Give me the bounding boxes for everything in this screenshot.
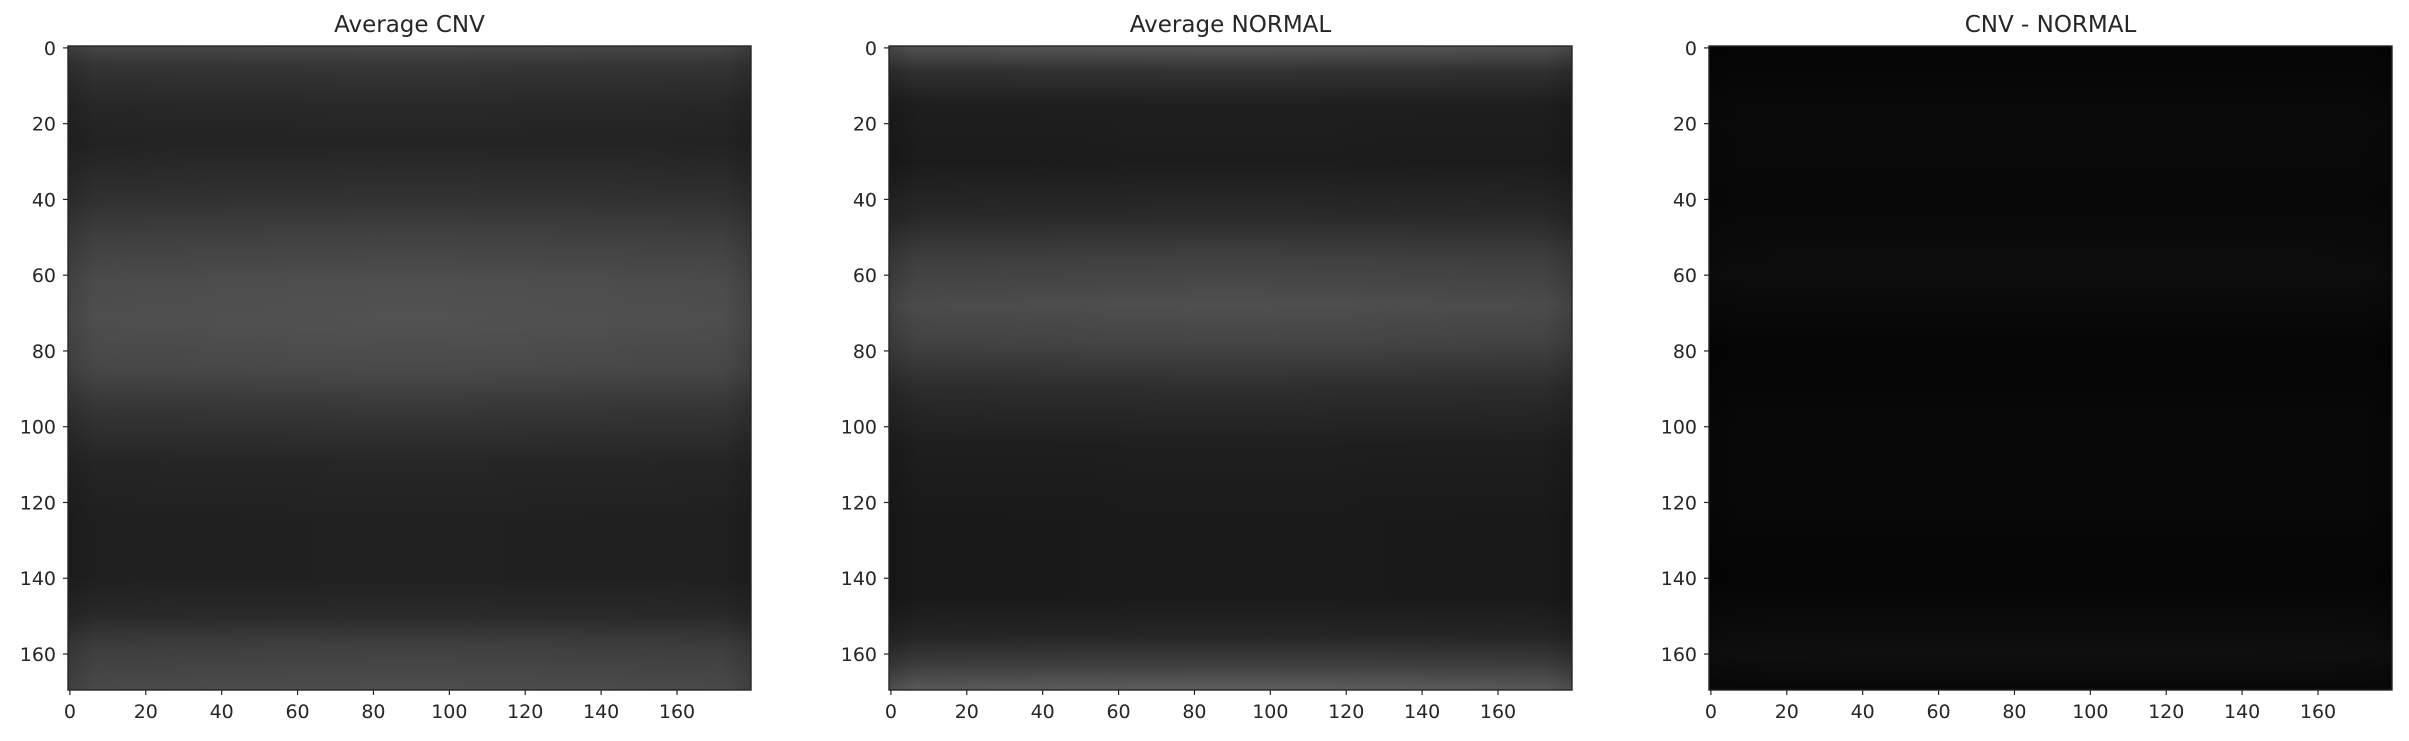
x-tick-label: 20 xyxy=(955,701,979,723)
axes-frame xyxy=(888,45,1573,691)
y-tick-label: 80 xyxy=(1673,341,1697,363)
y-tick-label: 40 xyxy=(32,189,56,211)
heatmap-vignette xyxy=(1709,46,2392,690)
x-tick-label: 80 xyxy=(2002,701,2026,723)
chart-panel-1: Average CNV 0 20 40 60 80 100 120 140 160 0 20 40 60 8… xyxy=(20,12,752,723)
x-tick-label: 80 xyxy=(1182,701,1206,723)
x-tick-label: 160 xyxy=(2300,701,2336,723)
x-tick-label: 60 xyxy=(1106,701,1130,723)
y-tick-label: 20 xyxy=(853,114,877,136)
x-tick-label: 160 xyxy=(659,701,695,723)
y-tick-label: 80 xyxy=(32,341,56,363)
y-tick-label: 120 xyxy=(20,492,56,514)
y-tick-label: 20 xyxy=(32,114,56,136)
y-tick-label: 60 xyxy=(853,265,877,287)
x-tick-label: 20 xyxy=(134,701,158,723)
x-tick-label: 20 xyxy=(1775,701,1799,723)
y-tick-label: 40 xyxy=(1673,189,1697,211)
x-tick-label: 40 xyxy=(1031,701,1055,723)
x-tick-label: 140 xyxy=(2224,701,2260,723)
y-tick-label: 20 xyxy=(1673,114,1697,136)
axes-frame xyxy=(67,45,752,691)
y-tick-label: 100 xyxy=(20,417,56,439)
x-tick-label: 120 xyxy=(1328,701,1364,723)
y-tick-label: 80 xyxy=(853,341,877,363)
y-tick-label: 120 xyxy=(1661,492,1697,514)
x-tick-label: 100 xyxy=(2072,701,2108,723)
x-tick-label: 60 xyxy=(285,701,309,723)
y-tick-label: 0 xyxy=(865,38,877,60)
x-tick-label: 140 xyxy=(1404,701,1440,723)
y-tick-label: 0 xyxy=(1685,38,1697,60)
chart-title: CNV - NORMAL xyxy=(1965,12,2137,38)
y-tick-label: 160 xyxy=(20,644,56,666)
axes-frame xyxy=(1708,45,2393,691)
x-tick-label: 100 xyxy=(431,701,467,723)
x-tick-label: 120 xyxy=(507,701,543,723)
x-tick-label: 0 xyxy=(1705,701,1717,723)
x-tick-label: 160 xyxy=(1480,701,1516,723)
heatmap-vignette xyxy=(68,46,751,690)
x-tick-label: 140 xyxy=(583,701,619,723)
chart-title: Average NORMAL xyxy=(1130,12,1332,38)
y-tick-label: 0 xyxy=(44,38,56,60)
y-tick-label: 160 xyxy=(841,644,877,666)
y-tick-label: 60 xyxy=(1673,265,1697,287)
x-tick-label: 0 xyxy=(885,701,897,723)
x-tick-label: 100 xyxy=(1252,701,1288,723)
chart-title: Average CNV xyxy=(334,12,485,38)
chart-panel-2: Average NORMAL 0 20 40 60 80 100 120 140 160 0 20 40… xyxy=(841,12,1573,723)
x-tick-label: 60 xyxy=(1926,701,1950,723)
x-tick-label: 80 xyxy=(361,701,385,723)
x-tick-label: 120 xyxy=(2148,701,2184,723)
y-tick-label: 140 xyxy=(20,568,56,590)
y-tick-label: 100 xyxy=(841,417,877,439)
y-tick-label: 120 xyxy=(841,492,877,514)
y-tick-label: 40 xyxy=(853,189,877,211)
x-tick-label: 40 xyxy=(210,701,234,723)
chart-panel-3: CNV - NORMAL 0 20 40 60 80 100 120 140 160 0 20 40 60… xyxy=(1661,12,2393,723)
y-tick-label: 140 xyxy=(1661,568,1697,590)
y-tick-label: 60 xyxy=(32,265,56,287)
x-tick-label: 0 xyxy=(64,701,76,723)
y-tick-label: 100 xyxy=(1661,417,1697,439)
x-tick-label: 40 xyxy=(1851,701,1875,723)
y-tick-label: 140 xyxy=(841,568,877,590)
heatmap-vignette xyxy=(889,46,1572,690)
y-tick-label: 160 xyxy=(1661,644,1697,666)
